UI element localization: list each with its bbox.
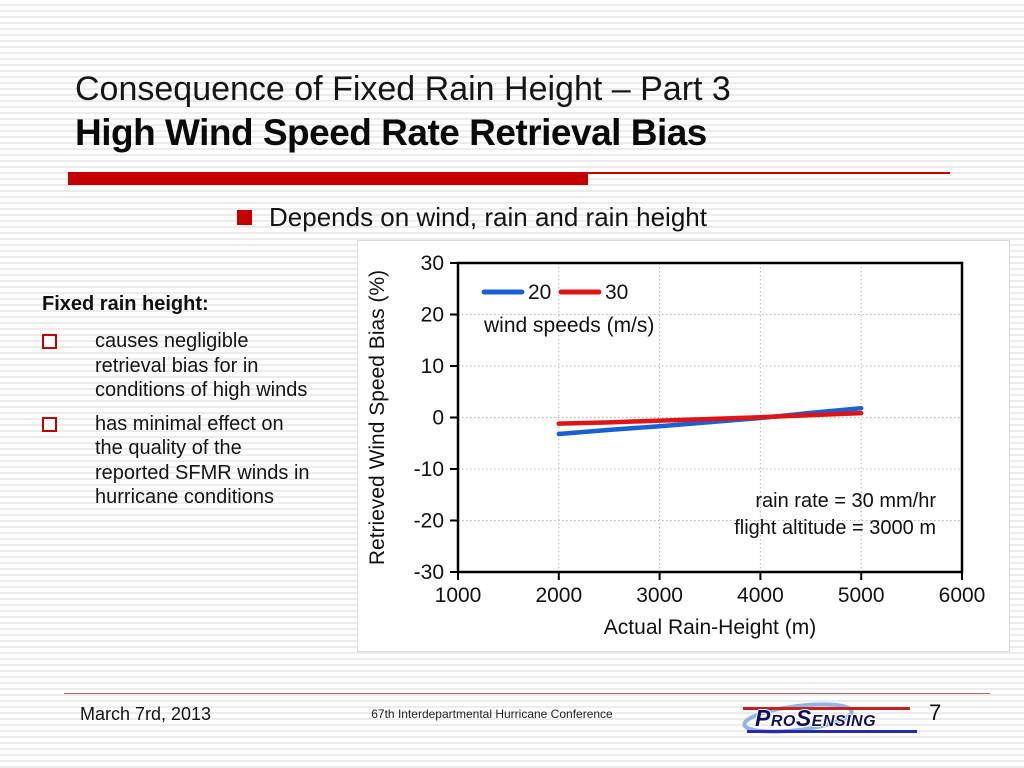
series-line-20 — [556, 405, 864, 437]
logo-text: ProSensing — [755, 705, 877, 731]
y-tick-label: -20 — [414, 510, 444, 533]
y-tick-label: -10 — [414, 458, 444, 481]
hollow-square-bullet-icon — [42, 416, 57, 432]
x-tick-label: 5000 — [838, 584, 885, 607]
logo-blue-line — [747, 730, 917, 733]
title-underline-bar — [68, 172, 588, 185]
y-tick-label: 0 — [432, 407, 444, 430]
list-item-text: causes negligible retrieval bias for in … — [95, 330, 308, 401]
x-tick-label: 4000 — [737, 584, 784, 607]
x-tick-label: 3000 — [636, 584, 683, 607]
left-text-panel: Fixed rain height: causes negligible ret… — [42, 293, 342, 519]
x-tick-label: 2000 — [535, 584, 582, 607]
list-item-text: has minimal effect on the quality of the… — [95, 412, 310, 509]
page-title: Consequence of Fixed Rain Height – Part … — [75, 70, 731, 108]
hollow-square-bullet-icon — [42, 334, 57, 349]
y-axis-title: Retrieved Wind Speed Bias (%) — [366, 270, 389, 565]
bias-chart-svg: 1000 2000 3000 4000 5000 6000 30 20 10 0 -10 -20 -30… — [366, 252, 986, 639]
y-tick-label: 10 — [421, 355, 444, 378]
page-number: 7 — [929, 700, 942, 725]
left-panel-heading: Fixed rain height: — [42, 293, 209, 315]
bias-chart-panel: 1000 2000 3000 4000 5000 6000 30 20 10 0 -10 -20 -30… — [357, 240, 1010, 652]
y-tick-label: 30 — [421, 252, 444, 275]
list-item: causes negligible retrieval bias for in … — [42, 329, 342, 403]
x-tick-label: 6000 — [939, 584, 986, 607]
footer-divider — [64, 693, 990, 694]
chart-annotation: flight altitude = 3000 m — [734, 517, 936, 539]
y-tick-label: 20 — [421, 304, 444, 327]
square-bullet-icon — [237, 210, 252, 225]
logo-red-line — [743, 707, 910, 710]
footer-conference: 67th Interdepartmental Hurricane Confere… — [371, 707, 613, 721]
chart-annotation: rain rate = 30 mm/hr — [755, 490, 936, 512]
legend-label: 30 — [605, 281, 628, 304]
title-underline-line — [588, 172, 950, 174]
prosensing-logo: ProSensing — [740, 698, 920, 738]
y-tick-label: -30 — [414, 561, 444, 584]
x-tick-label: 1000 — [435, 584, 482, 607]
main-bullet-row: Depends on wind, rain and rain height — [237, 202, 707, 233]
legend-title: wind speeds (m/s) — [483, 314, 654, 337]
main-bullet-text: Depends on wind, rain and rain height — [269, 202, 707, 232]
title-block: Consequence of Fixed Rain Height – Part … — [75, 68, 731, 156]
x-axis-title: Actual Rain-Height (m) — [604, 616, 816, 639]
page-subtitle: High Wind Speed Rate Retrieval Bias — [75, 112, 707, 153]
logo-swoosh-icon — [742, 702, 854, 734]
footer-date: March 7rd, 2013 — [80, 704, 212, 724]
series-line-30 — [556, 410, 864, 426]
list-item: has minimal effect on the quality of the… — [42, 412, 342, 510]
legend-label: 20 — [528, 281, 551, 304]
